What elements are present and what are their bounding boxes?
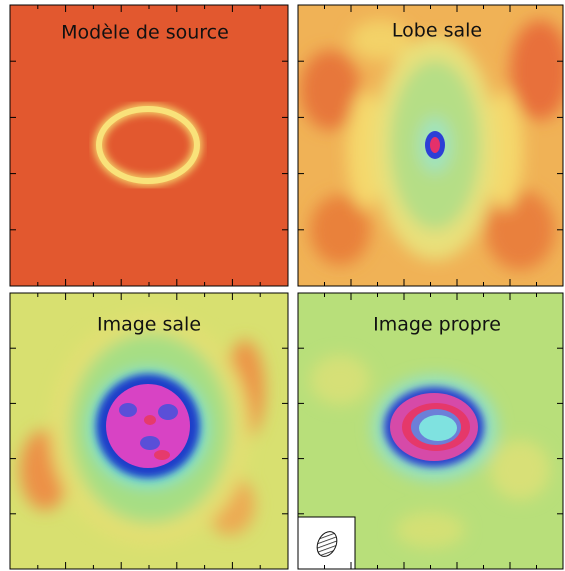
panel-title: Image sale xyxy=(97,314,201,336)
panel-dirty-beam xyxy=(298,5,563,286)
panel-title: Image propre xyxy=(373,314,501,336)
panel-source-model xyxy=(10,5,288,286)
panel-title: Lobe sale xyxy=(392,20,482,42)
panel-title: Modèle de source xyxy=(61,22,229,44)
panel-dirty-image xyxy=(10,293,288,569)
tick-marks xyxy=(10,5,563,569)
beam-ellipse xyxy=(316,531,338,557)
